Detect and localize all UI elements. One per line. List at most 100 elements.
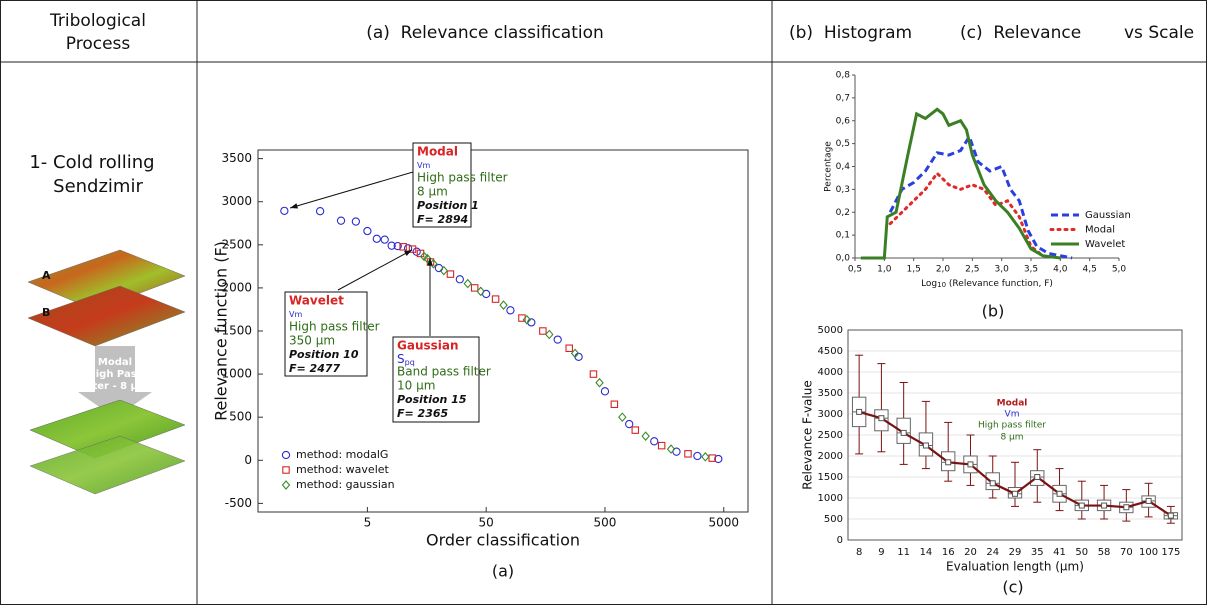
- x-tick-label: 11: [897, 547, 910, 558]
- point: [545, 329, 554, 340]
- x-tick-label: 100: [1139, 547, 1158, 558]
- legend-marker: [281, 480, 291, 490]
- y-tick-label: 500: [229, 410, 252, 424]
- arrow: [78, 346, 152, 418]
- y-axis-label: Relevance function (F): [212, 241, 231, 421]
- row-label: 1- Cold rolling: [29, 152, 154, 173]
- y-tick-label: 2000: [221, 280, 252, 294]
- y-tick-label: 0,5: [836, 139, 850, 149]
- point: [610, 400, 619, 409]
- annotation-f: F= 2894: [417, 213, 468, 226]
- plot-frame: [847, 329, 1183, 541]
- median-marker: [1145, 497, 1152, 504]
- header-text: (b) Histogram: [789, 23, 912, 43]
- annotation-position: Position 10: [289, 348, 359, 361]
- x-tick-label: 4,5: [1083, 265, 1097, 275]
- point: [589, 370, 598, 378]
- x-tick-label: 5: [364, 516, 372, 530]
- median-marker: [1034, 474, 1041, 480]
- x-tick-label: 4,0: [1053, 265, 1068, 275]
- y-axis-label: Relevance F-value: [801, 380, 815, 489]
- point: [399, 243, 407, 251]
- point: [363, 226, 372, 236]
- arrow-text: filter - 8 µm: [82, 381, 149, 392]
- annotation-box: [392, 336, 480, 423]
- y-tick-label: 3500: [818, 388, 843, 399]
- y-tick-label: 0,0: [836, 254, 851, 264]
- surface: [29, 435, 186, 495]
- x-axis-label: Order classification: [426, 531, 580, 550]
- x-tick-label: 5,0: [1112, 265, 1127, 275]
- y-tick-label: 0,2: [836, 208, 850, 218]
- y-tick-label: 1500: [818, 472, 843, 483]
- y-tick-label: 0: [837, 535, 843, 546]
- row-label: Sendzimir: [53, 176, 143, 197]
- series-line: [860, 107, 1061, 260]
- y-tick-label: -500: [225, 496, 252, 510]
- x-tick-label: 14: [920, 547, 933, 558]
- annotation-filter: Band pass filter: [397, 365, 491, 379]
- y-tick-label: 1000: [221, 367, 252, 381]
- point: [491, 295, 500, 303]
- x-axis-label-part: Log: [921, 279, 937, 289]
- median-marker: [1101, 502, 1108, 509]
- point: [455, 275, 464, 284]
- x-tick-label: 35: [1031, 547, 1044, 558]
- annotation-method: Vm: [417, 161, 430, 170]
- x-tick-label: 9: [878, 547, 884, 558]
- header-text: Tribological: [49, 11, 146, 31]
- x-tick-label: 1,0: [877, 265, 892, 275]
- caption: (b): [982, 302, 1005, 321]
- x-tick-label: 20: [964, 547, 977, 558]
- annotation-size: 8 µm: [1000, 433, 1023, 443]
- legend-label: method: modalG: [296, 448, 388, 461]
- x-tick-label: 5000: [708, 516, 739, 530]
- x-tick-label: 50: [1075, 547, 1088, 558]
- point: [618, 412, 627, 423]
- x-tick-label: 29: [1009, 547, 1022, 558]
- y-tick-label: 5000: [818, 325, 843, 336]
- y-tick-label: 0,1: [836, 231, 850, 241]
- annotation-method: Vm: [289, 310, 302, 319]
- annotation-method: Vm: [1005, 410, 1020, 420]
- surface: [27, 285, 186, 347]
- method-symbol: Vm: [289, 310, 302, 319]
- header-text: Process: [66, 34, 131, 54]
- x-tick-label: 3,5: [1024, 265, 1038, 275]
- point: [476, 286, 485, 297]
- median-marker: [878, 415, 885, 422]
- x-tick-label: 50: [479, 516, 494, 530]
- header-text: (c) Relevance: [960, 23, 1081, 43]
- x-tick-label: 2,0: [936, 265, 951, 275]
- method-symbol: S: [397, 352, 405, 366]
- point: [693, 451, 702, 461]
- y-tick-label: 4500: [818, 346, 843, 357]
- annotation-position: Position 1: [417, 199, 479, 212]
- surface: [27, 249, 186, 311]
- y-tick-label: 500: [824, 514, 843, 525]
- surface: [29, 399, 186, 459]
- point: [522, 314, 532, 325]
- point: [470, 284, 479, 292]
- y-tick-label: 0,3: [836, 185, 850, 195]
- annotation-filter: High pass filter: [289, 320, 380, 334]
- x-tick-label: 0,5: [848, 265, 862, 275]
- annotation-size: 8 µm: [417, 185, 448, 199]
- annotation-arrow: [337, 249, 413, 291]
- image-label: A: [42, 269, 51, 282]
- y-tick-label: 0,4: [836, 162, 851, 172]
- annotation-title: Wavelet: [289, 294, 344, 308]
- y-tick-label: 2500: [818, 430, 843, 441]
- point: [393, 241, 402, 251]
- annotation-position: Position 15: [397, 393, 467, 406]
- x-axis-label-part: (Relevance function, F): [946, 279, 1053, 289]
- median-marker: [967, 461, 974, 468]
- annotation-f: F= 2477: [289, 362, 341, 375]
- point: [380, 235, 389, 244]
- point: [684, 450, 692, 458]
- annotation-box: [412, 142, 472, 228]
- point: [434, 263, 444, 273]
- header-text: (a) Relevance classification: [366, 23, 604, 43]
- point: [666, 444, 676, 454]
